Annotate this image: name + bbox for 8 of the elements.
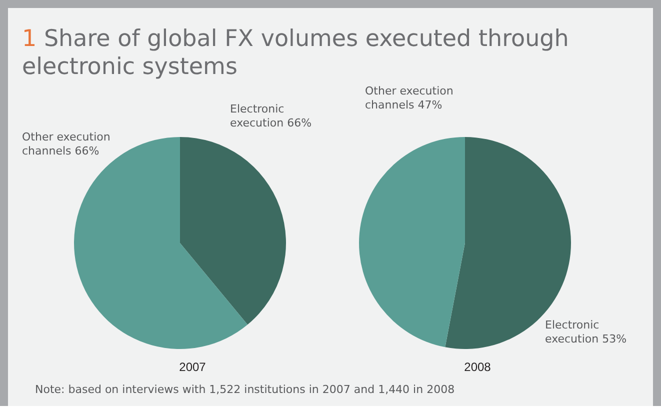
chart-title: 1 Share of global FX volumes executed through electronic systems [22,25,570,81]
slice-label: Electronic execution 53% [545,318,627,346]
slice-label: Electronic execution 66% [230,102,312,130]
text: 2008 [464,360,492,374]
slice-label: Other execution channels 47% [365,84,457,112]
text: Note: based on interviews with 1,522 institutions in 2007 and 1,440 in 2008 [35,383,455,396]
slice-label: Other execution channels 66% [22,130,114,158]
text: 2007 [179,360,206,374]
